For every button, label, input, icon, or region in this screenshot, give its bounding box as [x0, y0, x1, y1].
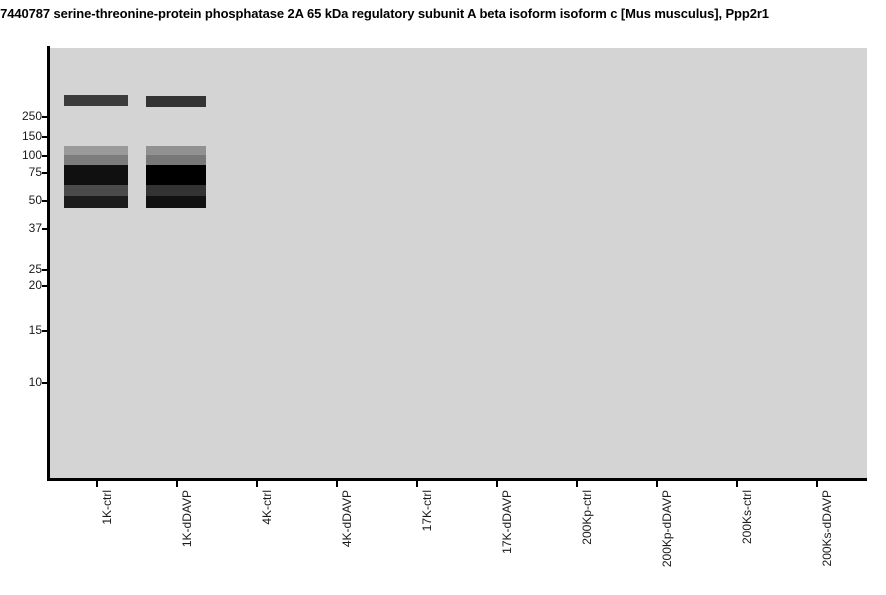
gel-band [146, 196, 206, 208]
x-axis-tick-label: 1K-dDAVP [180, 490, 194, 548]
gel-band [64, 95, 128, 106]
gel-band [146, 165, 206, 185]
x-axis-tick-label: 17K-dDAVP [500, 490, 514, 554]
gel-band [64, 196, 128, 208]
y-axis-tick [42, 269, 48, 271]
y-axis-tick [42, 116, 48, 118]
x-axis-tick-label: 4K-ctrl [260, 490, 274, 525]
y-axis-tick-label: 20 [28, 278, 42, 292]
x-axis-tick-label: 200Kp-dDAVP [660, 490, 674, 568]
gel-band [146, 146, 206, 155]
x-axis-tick-label: 200Kp-ctrl [580, 490, 594, 545]
gel-band [64, 185, 128, 196]
x-axis-tick [176, 481, 178, 487]
gel-band [146, 185, 206, 196]
y-axis-tick [42, 330, 48, 332]
x-axis-tick [336, 481, 338, 487]
y-axis-tick-label: 10 [28, 375, 42, 389]
x-axis-tick [576, 481, 578, 487]
x-axis-tick [256, 481, 258, 487]
y-axis-tick-label: 75 [28, 165, 42, 179]
y-axis-tick-label: 150 [21, 129, 42, 143]
y-axis-tick [42, 200, 48, 202]
y-axis-tick-label: 25 [28, 262, 42, 276]
x-axis-tick [816, 481, 818, 487]
x-axis-tick-label: 200Ks-dDAVP [820, 490, 834, 567]
x-axis-tick-label: 17K-ctrl [420, 490, 434, 532]
y-axis-tick [42, 155, 48, 157]
y-axis-tick [42, 136, 48, 138]
y-axis-tick-label: 50 [28, 193, 42, 207]
y-axis-line [47, 46, 50, 480]
x-axis-tick [496, 481, 498, 487]
y-axis-tick-label: 100 [21, 148, 42, 162]
x-axis-tick-label: 1K-ctrl [100, 490, 114, 525]
x-axis-tick [416, 481, 418, 487]
x-axis-line [47, 478, 867, 481]
gel-band [64, 155, 128, 165]
y-axis-tick-label: 37 [28, 221, 42, 235]
y-axis-labels: 250 150 100 75 50 37 25 20 15 10 [0, 0, 42, 595]
gel-band [146, 96, 206, 107]
y-axis-tick-label: 15 [28, 323, 42, 337]
y-axis-tick-label: 250 [21, 109, 42, 123]
x-axis-tick [96, 481, 98, 487]
gel-band [64, 165, 128, 185]
y-axis-tick [42, 382, 48, 384]
gel-plot-area [50, 48, 867, 478]
figure-title-text: 57440787 serine-threonine-protein phosph… [0, 6, 769, 21]
x-axis-tick-label: 200Ks-ctrl [740, 490, 754, 545]
x-axis-tick [736, 481, 738, 487]
x-axis-tick [656, 481, 658, 487]
y-axis-tick [42, 228, 48, 230]
gel-band [146, 155, 206, 165]
figure-title: 57440787 serine-threonine-protein phosph… [0, 4, 886, 24]
gel-band [64, 146, 128, 155]
y-axis-tick [42, 285, 48, 287]
x-axis-tick-label: 4K-dDAVP [340, 490, 354, 548]
y-axis-tick [42, 172, 48, 174]
